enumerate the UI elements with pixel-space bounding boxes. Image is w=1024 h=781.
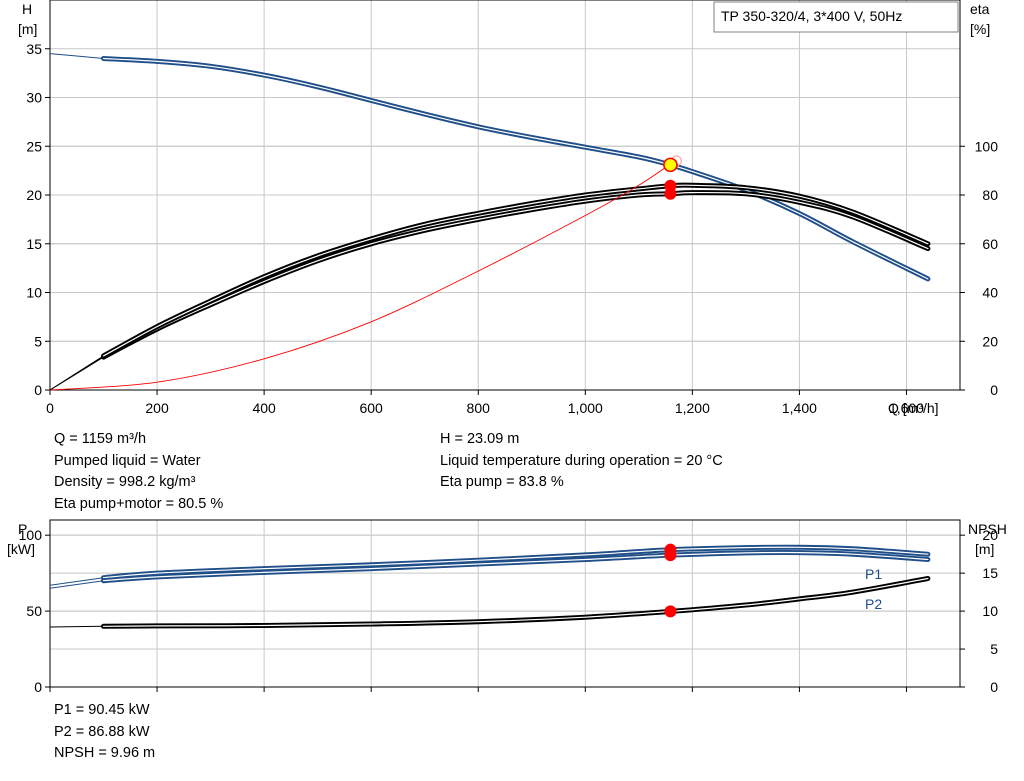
bottom-y2tick-label-0: 0	[990, 679, 998, 695]
bottom-curves	[49, 543, 931, 629]
bottom-grid	[50, 520, 960, 687]
top-y2tick-label-60: 60	[982, 236, 998, 252]
duty-info-left: Q = 1159 m³/h Pumped liquid = Water Dens…	[54, 429, 223, 515]
top-xtick-label-1000: 1,000	[568, 400, 603, 416]
top-y2tick-label-100: 100	[975, 138, 999, 154]
top-ytick-label-0: 0	[34, 382, 42, 398]
top-ytick-label-15: 15	[26, 236, 42, 252]
model-legend-box	[713, 1, 959, 33]
npsh-axis-title-line-2: [m]	[975, 541, 994, 557]
duty-info-right: H = 23.09 m Liquid temperature during op…	[440, 429, 723, 494]
top-duty-point	[663, 157, 678, 173]
top-axis-ticks: 0 5 10 15 20 25 30 35 0 20 40 60 80 100 0 200 400 600 800 1…	[26, 41, 998, 416]
h-axis-title-line-1: H	[22, 1, 32, 17]
bottom-series-2-outline	[101, 576, 931, 629]
npsh-axis-title: NPSH [m]	[968, 521, 1011, 557]
bottom-ytick-label-0: 0	[34, 679, 42, 695]
eta-axis-title: eta [%]	[970, 1, 993, 37]
top-xtick-label-1200: 1,200	[675, 400, 710, 416]
bottom-ytick-label-100: 100	[19, 527, 43, 543]
top-operating-point-2	[664, 187, 677, 200]
h-axis-title: H [m]	[18, 1, 37, 37]
h-axis-title-line-2: [m]	[18, 21, 37, 37]
top-xtick-label-1400: 1,400	[782, 400, 817, 416]
p2-series-label: P2	[865, 596, 882, 612]
info-npsh: NPSH = 9.96 m	[54, 745, 156, 761]
top-ytick-label-10: 10	[26, 285, 42, 301]
top-grid	[50, 0, 960, 390]
top-xtick-label-600: 600	[359, 400, 383, 416]
p-axis-title: P [kW]	[7, 521, 35, 557]
bottom-series-2-highlight	[102, 577, 929, 627]
top-curves	[49, 53, 931, 391]
top-xtick-label-400: 400	[252, 400, 276, 416]
top-series-1-highlight	[102, 191, 929, 358]
bottom-series-0-highlight	[102, 546, 929, 579]
bottom-series-1-extension	[49, 580, 104, 589]
model-label: TP 350-320/4, 3*400 V, 50Hz	[721, 8, 902, 24]
bottom-y2tick-label-15: 15	[982, 565, 998, 581]
eta-axis-title-line-2: [%]	[970, 21, 990, 37]
top-y2tick-label-20: 20	[982, 333, 998, 349]
info-p1: P1 = 90.45 kW	[54, 702, 150, 718]
bottom-series-0-extension	[49, 577, 104, 586]
bottom-y2tick-label-10: 10	[982, 603, 998, 619]
p1-series-label: P1	[865, 566, 882, 582]
top-ytick-label-30: 30	[26, 90, 42, 106]
top-series-0-outline	[101, 56, 931, 282]
bottom-series-1-highlight	[102, 551, 929, 582]
q-axis-title: Q [m³/h]	[888, 400, 939, 416]
top-y2tick-label-80: 80	[982, 187, 998, 203]
top-series-3-line	[49, 159, 677, 391]
info-liquid-temperature: Liquid temperature during operation = 20…	[440, 452, 723, 469]
info-head: H = 23.09 m	[440, 431, 520, 447]
bottom-y2tick-label-20: 20	[982, 527, 998, 543]
info-liquid: Pumped liquid = Water	[54, 452, 201, 469]
info-p2: P2 = 86.88 kW	[54, 723, 150, 740]
info-eta-pump: Eta pump = 83.8 %	[440, 474, 564, 490]
top-xtick-label-200: 200	[145, 400, 169, 416]
p-axis-title-line-2: [kW]	[7, 541, 35, 557]
info-eta-pump-motor: Eta pump+motor = 80.5 %	[54, 495, 224, 512]
top-series-0-extension	[49, 53, 104, 59]
bottom-ytick-label-50: 50	[26, 603, 42, 619]
top-xtick-label-1600: 1,600	[889, 400, 924, 416]
top-series-2-extension	[49, 355, 104, 391]
bottom-axis-ticks: 0 50 100 0 5 10 15 20	[19, 527, 999, 695]
top-ytick-label-20: 20	[26, 187, 42, 203]
p-axis-title-line-1: P	[18, 521, 27, 537]
top-y2tick-label-0: 0	[990, 382, 998, 398]
top-y2tick-label-40: 40	[982, 285, 998, 301]
top-series-0-highlight	[102, 57, 929, 280]
bottom-series-2-extension	[49, 625, 104, 628]
bottom-operating-point-2	[664, 605, 677, 618]
eta-axis-title-line-1: eta	[970, 1, 990, 17]
bottom-y2tick-label-5: 5	[990, 641, 998, 657]
top-ytick-label-5: 5	[34, 333, 42, 349]
bottom-plot-frame	[49, 519, 961, 688]
info-density: Density = 998.2 kg/m³	[54, 474, 196, 490]
top-series-2-highlight	[102, 184, 929, 357]
top-ytick-label-35: 35	[26, 41, 42, 57]
info-flow: Q = 1159 m³/h	[54, 431, 147, 447]
top-xtick-label-800: 800	[467, 400, 491, 416]
power-info: P1 = 90.45 kW P2 = 86.88 kW NPSH = 9.96 …	[54, 700, 155, 765]
npsh-axis-title-line-1: NPSH	[968, 521, 1007, 537]
top-xtick-label-0: 0	[46, 400, 54, 416]
bottom-operating-point-1	[664, 549, 677, 562]
top-ytick-label-25: 25	[26, 138, 42, 154]
